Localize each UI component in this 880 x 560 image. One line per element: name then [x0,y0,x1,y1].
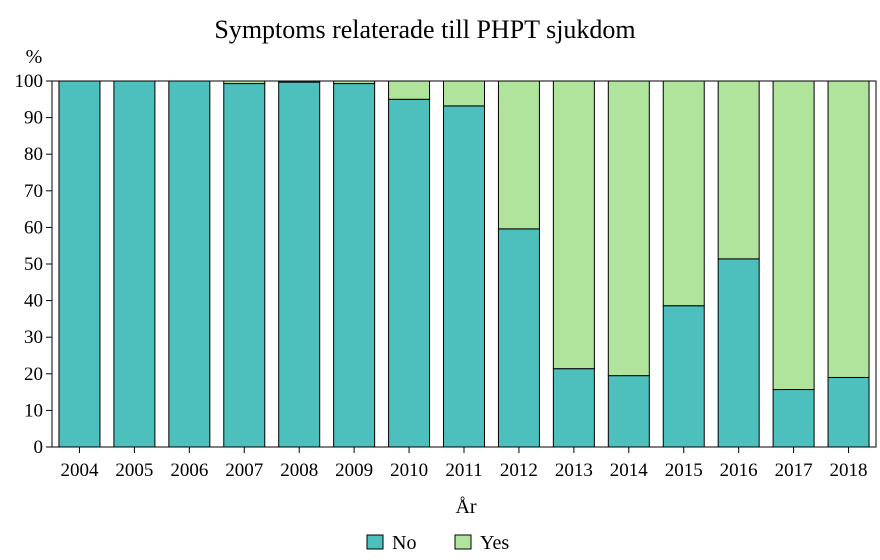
bar-segment-yes-2015 [662,80,705,307]
x-axis-label: År [455,496,476,518]
legend-swatch-yes [454,534,472,550]
y-tick-label: 50 [24,254,43,275]
y-axis-label: % [26,46,43,68]
y-tick-label: 10 [24,400,43,421]
legend: No Yes [366,532,509,554]
bar-segment-yes-2007 [223,80,266,85]
y-tick-label: 40 [24,291,43,312]
bar-segment-yes-2009 [333,80,376,85]
y-tick-label: 20 [24,364,43,385]
x-tick-label-2009: 2009 [335,460,373,481]
x-tick-label-2010: 2010 [390,460,428,481]
y-tick-label: 70 [24,181,43,202]
x-tick-label-2014: 2014 [610,460,649,481]
bar-segment-yes-2018 [827,80,870,378]
x-tick-label-2007: 2007 [225,460,263,481]
bar-segment-no-2007 [223,83,266,448]
bar-segment-no-2005 [113,80,156,448]
bar-segment-no-2011 [443,105,485,448]
y-tick-label: 90 [24,108,43,129]
bar-segment-no-2008 [278,81,321,448]
bar-segment-no-2015 [662,305,705,448]
bar-segment-yes-2014 [607,80,650,377]
x-tick-label-2011: 2011 [445,460,482,481]
y-tick-label: 0 [34,437,44,458]
legend-swatch-no [366,534,384,550]
bar-segment-no-2009 [333,83,376,448]
x-tick-label-2004: 2004 [60,460,99,481]
bar-segment-yes-2017 [772,80,815,391]
x-tick-label-2005: 2005 [115,460,153,481]
y-tick-label: 60 [24,217,43,238]
bar-segment-no-2006 [168,80,211,448]
x-tick-label-2018: 2018 [830,460,868,481]
bar-segment-no-2014 [607,375,650,448]
y-tick-label: 80 [24,144,43,165]
x-tick-label-2012: 2012 [500,460,538,481]
bar-segment-yes-2008 [278,80,321,83]
bar-segment-no-2012 [497,228,540,448]
y-tick-label: 30 [24,327,43,348]
bar-segment-no-2018 [827,376,870,448]
x-tick-label-2006: 2006 [170,460,208,481]
bar-segment-yes-2013 [552,80,595,370]
x-tick-label-2017: 2017 [775,460,813,481]
bar-segment-no-2010 [388,98,431,448]
plot-area: 0 10 20 30 40 50 60 70 80 90 100 2004 2005 2006 2007 20… [15,71,877,481]
legend-label-no: No [392,532,416,554]
x-tick-label-2016: 2016 [720,460,758,481]
bar-segment-yes-2011 [443,80,485,107]
bar-segment-yes-2016 [717,80,760,260]
bar-segment-no-2004 [58,80,101,448]
bar-segment-yes-2012 [497,80,540,230]
bar-segment-no-2016 [717,258,760,448]
chart-title: Symptoms relaterade till PHPT sjukdom [214,15,635,44]
x-tick-label-2008: 2008 [280,460,318,481]
bar-segment-no-2017 [772,389,815,448]
legend-label-yes: Yes [480,532,509,554]
x-tick-label-2015: 2015 [665,460,703,481]
x-tick-label-2013: 2013 [555,460,593,481]
bar-segment-yes-2010 [388,80,431,100]
y-tick-label: 100 [15,71,44,92]
bar-segment-no-2013 [552,368,595,448]
